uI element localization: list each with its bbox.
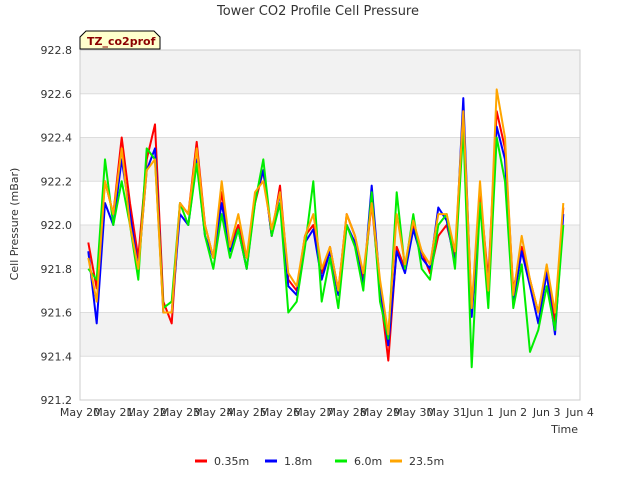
x-tick-label: May 20 <box>60 406 100 419</box>
y-tick-label: 921.8 <box>41 263 73 276</box>
y-tick-label: 921.4 <box>41 350 73 363</box>
x-tick-label: May 26 <box>260 406 300 419</box>
badge-label: TZ_co2prof <box>87 35 156 48</box>
series-line-6.0m <box>87 125 565 369</box>
x-tick-label: May 25 <box>227 406 267 419</box>
badge-box <box>79 30 161 50</box>
legend-label: 1.8m <box>284 455 312 468</box>
y-tick-labels: 921.2 921.4 921.6 921.8 922.0 922.2 922.4 922.6… <box>41 44 73 407</box>
plot-frame <box>79 49 581 401</box>
x-tick-label: May 28 <box>327 406 367 419</box>
grid-band <box>80 312 580 357</box>
y-axis-label: Cell Pressure (mBar) <box>8 168 21 281</box>
x-tick-label: Jun 1 <box>465 406 494 419</box>
legend-label: 6.0m <box>354 455 382 468</box>
x-tick-label: May 27 <box>293 406 333 419</box>
y-tick-label: 922.8 <box>41 44 73 57</box>
series-lines <box>87 88 565 369</box>
badge: TZ_co2prof <box>79 30 161 50</box>
y-tick-label: 922.2 <box>41 175 73 188</box>
x-tick-label: May 31 <box>427 406 467 419</box>
x-tick-label: May 21 <box>93 406 133 419</box>
x-tick-label: May 23 <box>160 406 200 419</box>
y-tick-label: 922.4 <box>41 132 73 145</box>
x-tick-label: Jun 4 <box>565 406 594 419</box>
y-tick-label: 922.6 <box>41 88 73 101</box>
x-tick-label: May 29 <box>360 406 400 419</box>
y-tick-label: 921.6 <box>41 307 73 320</box>
x-tick-label: Jun 2 <box>498 406 527 419</box>
chart-title: Tower CO2 Profile Cell Pressure <box>216 4 419 19</box>
x-tick-label: May 22 <box>127 406 167 419</box>
legend-label: 0.35m <box>214 455 249 468</box>
legend-label: 23.5m <box>409 455 444 468</box>
x-tick-label: May 24 <box>193 406 233 419</box>
grid-band <box>80 50 580 94</box>
y-tick-label: 921.2 <box>41 394 73 407</box>
legend: 0.35m 1.8m 6.0m 23.5m <box>195 455 444 468</box>
x-tick-label: Jun 3 <box>532 406 561 419</box>
y-tick-label: 922.0 <box>41 219 73 232</box>
x-axis-label: Time <box>550 423 578 436</box>
x-tick-label: May 30 <box>393 406 433 419</box>
series-line-23.5m <box>87 88 565 336</box>
